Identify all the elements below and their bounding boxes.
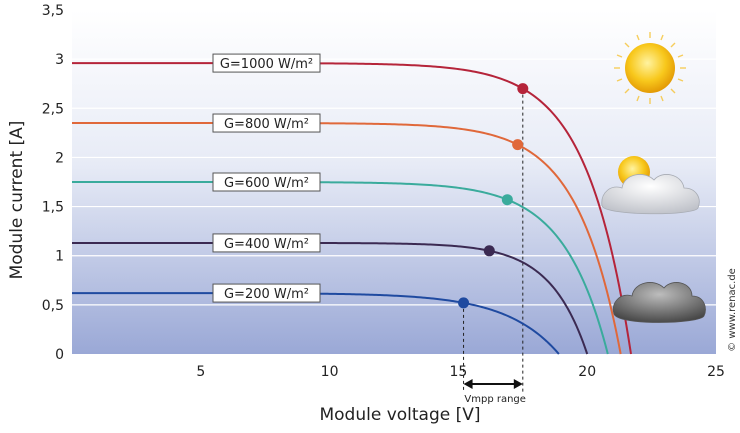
- vmpp-range-label: Vmpp range: [464, 394, 526, 405]
- credit-text: © www.renac.de: [727, 268, 738, 352]
- series-label-text: G=800 W/m²: [224, 117, 309, 132]
- mpp-marker-2: [512, 139, 524, 151]
- y-tick-label: 1,5: [42, 200, 64, 216]
- series-label-text: G=200 W/m²: [224, 287, 309, 302]
- series-curve-3: [72, 181, 609, 355]
- sun-icon: [614, 32, 686, 104]
- y-tick-label: 3: [55, 52, 64, 68]
- y-tick-label: 2: [55, 150, 64, 166]
- series-curve-1: [72, 62, 632, 355]
- y-axis-title: Module current [A]: [7, 121, 27, 280]
- series-label-text: G=1000 W/m²: [220, 57, 313, 72]
- series-label-1: G=1000 W/m²: [212, 53, 321, 73]
- dark-cloud-icon: [612, 282, 706, 323]
- x-tick-label: 15: [449, 364, 467, 380]
- vmpp-dashed-lines: [463, 88, 524, 392]
- x-tick-label: 5: [196, 364, 205, 380]
- series-label-text: G=400 W/m²: [224, 237, 309, 252]
- sun-behind-cloud-icon: [601, 156, 700, 215]
- series-label-2: G=800 W/m²: [212, 113, 321, 133]
- series-labels: G=1000 W/m² G=800 W/m² G=600 W/m² G=400 W/m…: [212, 53, 321, 303]
- series-curve-4: [72, 241, 589, 355]
- grid-lines: [72, 9, 716, 306]
- series-curve-2: [72, 122, 622, 355]
- mpp-marker-1: [517, 83, 529, 95]
- mpp-marker-4: [483, 245, 495, 257]
- x-axis-title: Module voltage [V]: [319, 405, 480, 425]
- x-tick-label: 25: [707, 364, 725, 380]
- series-label-5: G=200 W/m²: [212, 283, 321, 303]
- y-tick-label: 3,5: [42, 3, 64, 19]
- mpp-markers: [458, 83, 529, 309]
- tick-labels: 0 0,5 1 1,5 2 2,5 3 3,5 5 10 15 20 25: [42, 3, 725, 380]
- y-tick-label: 1: [55, 249, 64, 265]
- y-tick-label: 0: [55, 347, 64, 363]
- vmpp-range-arrow: [463, 379, 523, 389]
- series-curves: [72, 62, 632, 355]
- mpp-marker-5: [458, 297, 470, 309]
- x-tick-label: 20: [578, 364, 596, 380]
- y-tick-label: 0,5: [42, 298, 64, 314]
- series-label-3: G=600 W/m²: [212, 172, 321, 192]
- x-tick-label: 10: [321, 364, 339, 380]
- mpp-marker-3: [501, 194, 513, 206]
- series-label-text: G=600 W/m²: [224, 176, 309, 191]
- series-label-4: G=400 W/m²: [212, 233, 321, 253]
- y-tick-label: 2,5: [42, 101, 64, 117]
